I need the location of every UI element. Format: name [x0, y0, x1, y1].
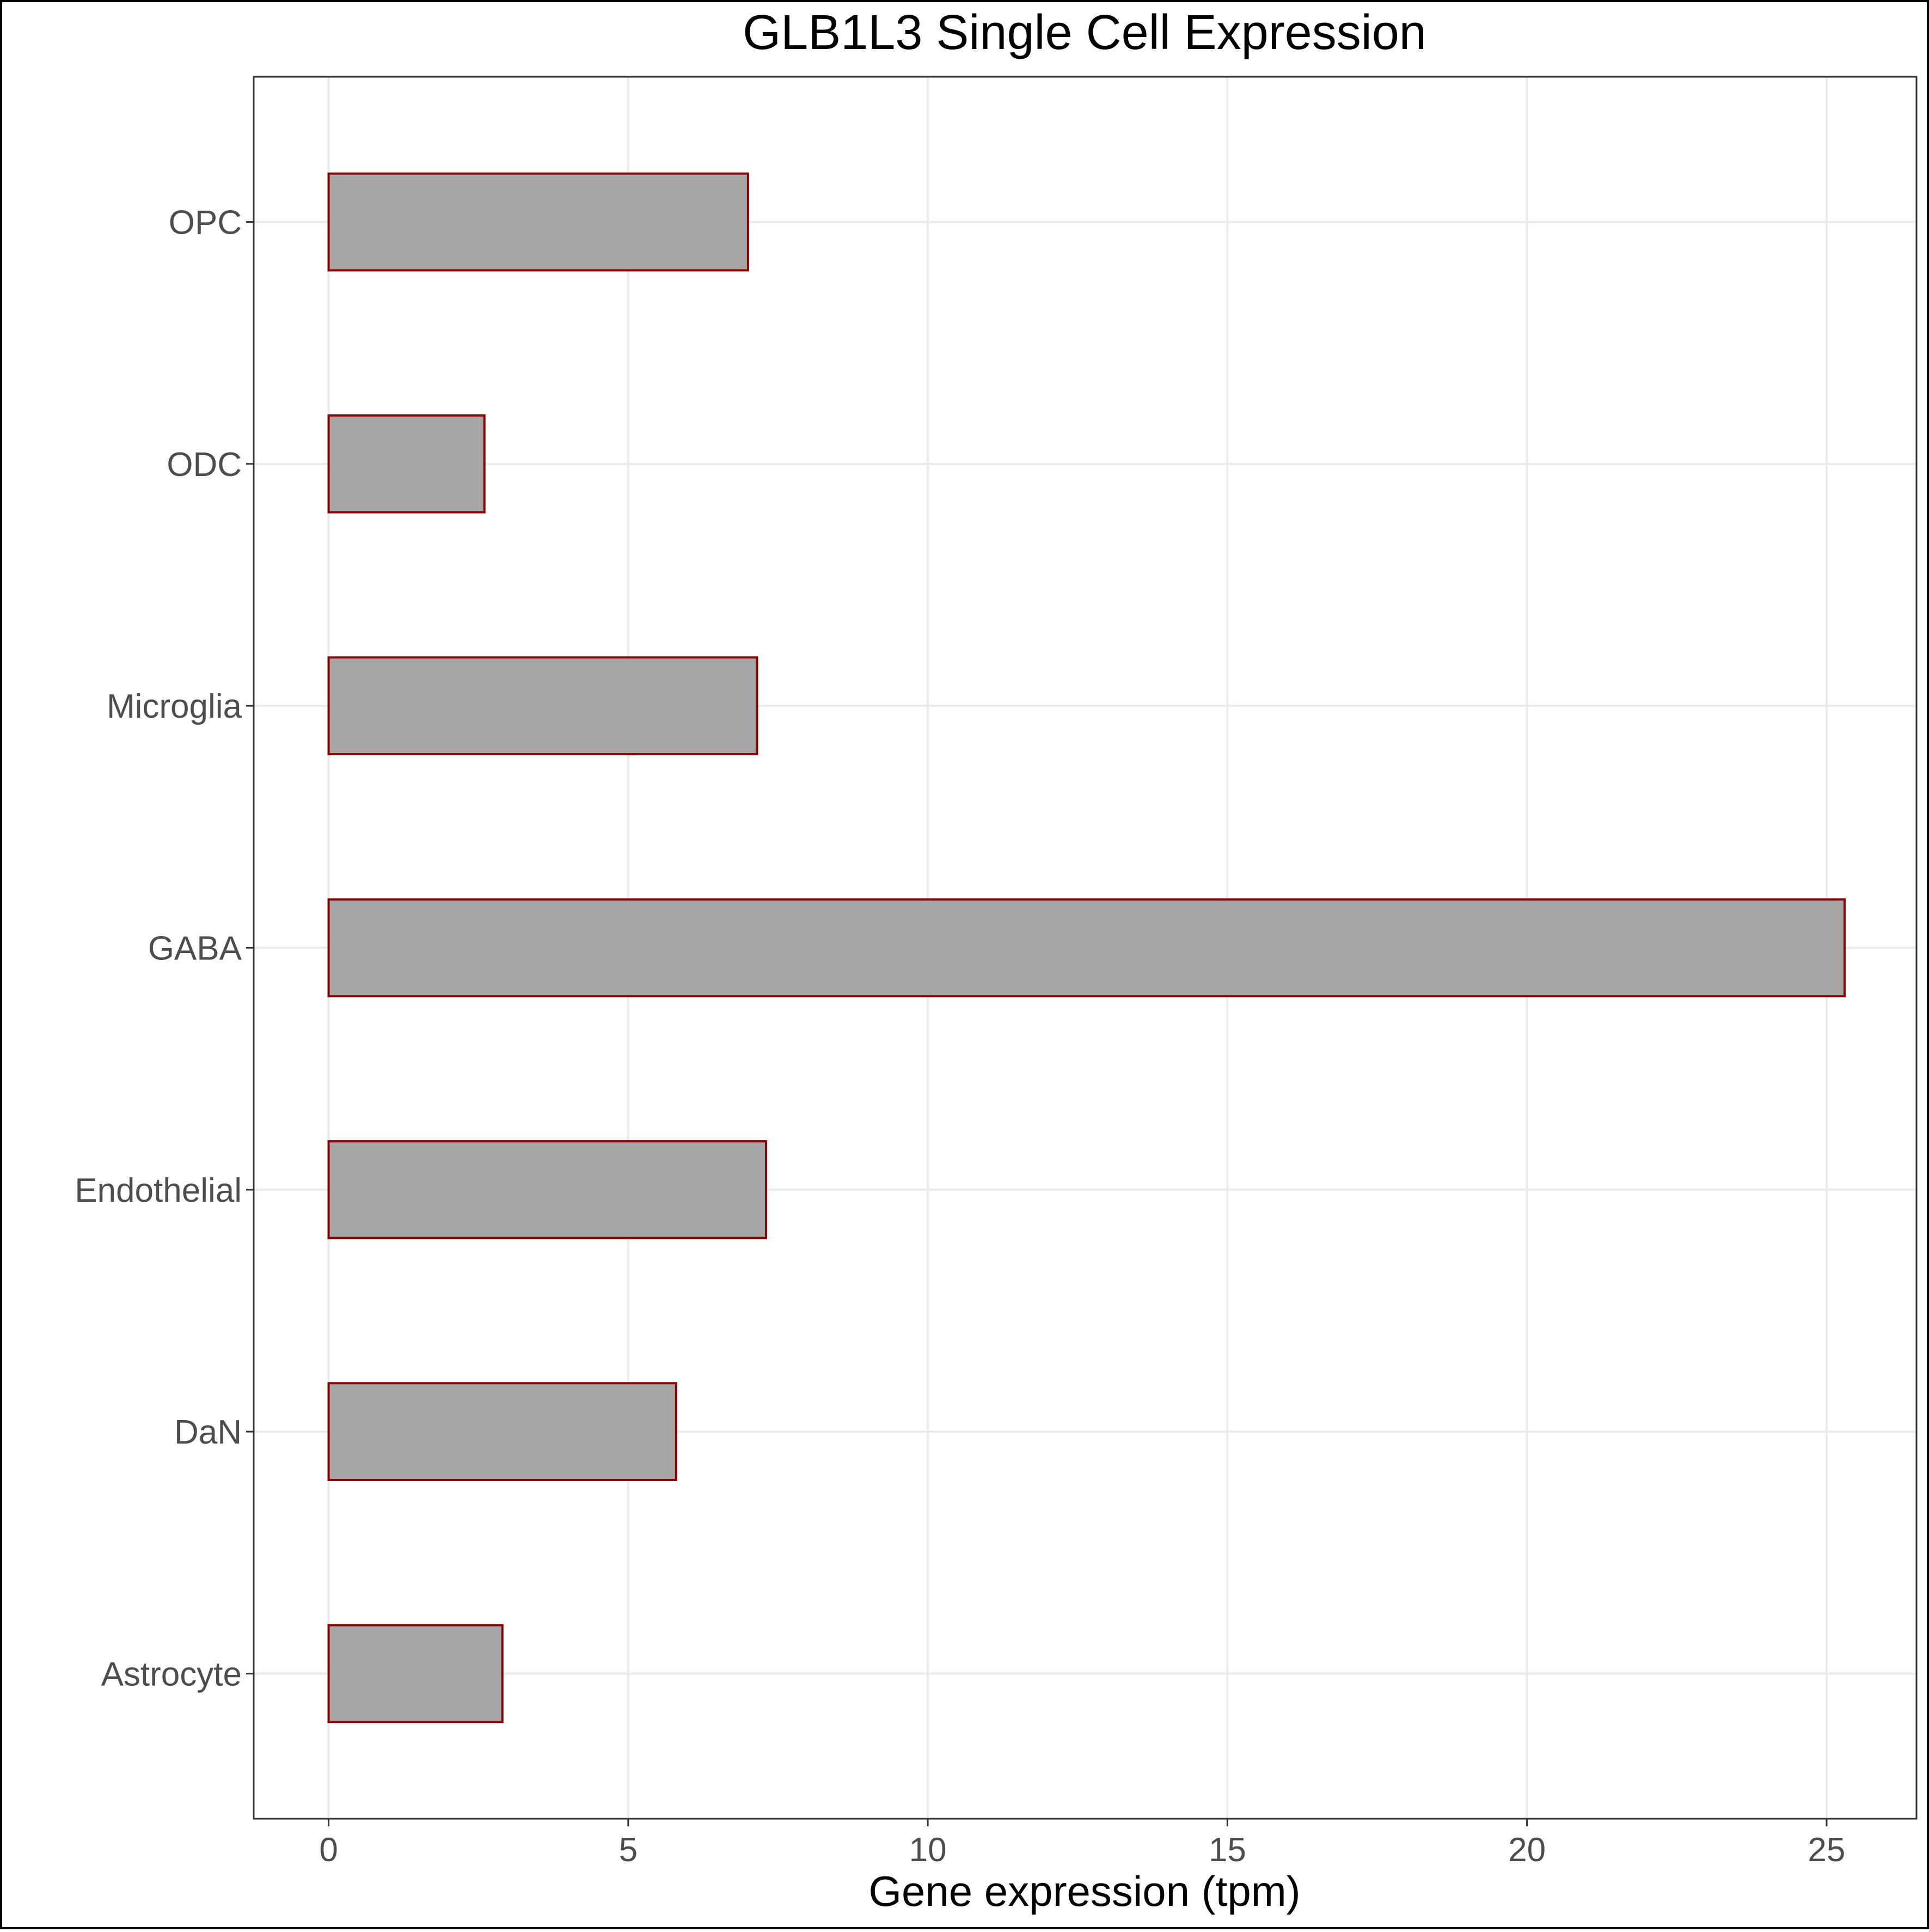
bar-astrocyte [327, 1624, 504, 1723]
y-tick-label: DaN [174, 1414, 242, 1451]
y-tick-label: OPC [169, 204, 242, 242]
axis-layer: 0 5 10 15 20 25 Astrocyte DaN Endothelial GABA Mic… [75, 204, 1845, 1869]
bar-gaba [327, 898, 1846, 998]
y-tick-label: GABA [148, 930, 242, 968]
y-tick-label: Microglia [107, 688, 242, 725]
x-tick-label: 10 [909, 1831, 947, 1869]
bar-dan [327, 1382, 677, 1481]
bar-opc [327, 172, 749, 272]
y-tick-label: Astrocyte [101, 1655, 242, 1693]
plot-frame [253, 76, 1918, 1820]
x-tick-label: 25 [1808, 1831, 1845, 1869]
y-tick-label: ODC [167, 446, 242, 484]
x-tick-label: 20 [1508, 1831, 1546, 1869]
y-tick-label: Endothelial [75, 1172, 242, 1209]
x-tick-label: 15 [1209, 1831, 1246, 1869]
bar-layer [327, 172, 1846, 1723]
chart-title: GLB1L3 Single Cell Expression [743, 5, 1426, 60]
bar-microglia [327, 656, 758, 756]
bar-odc [327, 414, 486, 513]
x-tick-label: 0 [319, 1831, 338, 1869]
x-axis-label: Gene expression (tpm) [868, 1867, 1300, 1915]
x-tick-label: 5 [619, 1831, 638, 1869]
bar-endothelial [327, 1140, 767, 1239]
